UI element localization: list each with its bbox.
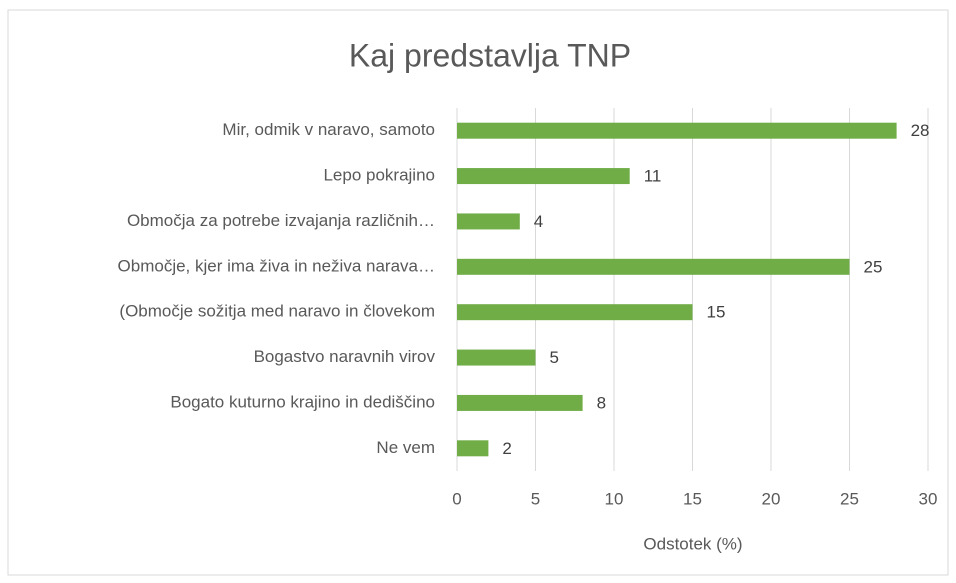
bar [457, 168, 630, 185]
bar [457, 440, 489, 457]
x-tick-label: 0 [452, 489, 461, 508]
chart-title: Kaj predstavlja TNP [349, 37, 631, 73]
y-tick-label: Lepo pokrajino [323, 166, 435, 185]
x-tick-label: 20 [762, 489, 781, 508]
x-tick-label: 5 [531, 489, 540, 508]
bar [457, 213, 520, 230]
x-axis-label: Odstotek (%) [643, 534, 742, 553]
data-label: 4 [534, 212, 543, 231]
x-tick-label: 15 [683, 489, 702, 508]
x-tick-label: 25 [840, 489, 859, 508]
bar [457, 394, 583, 411]
bar [457, 304, 693, 321]
data-label: 5 [550, 348, 559, 367]
chart-frame [7, 9, 949, 576]
x-tick-label: 30 [919, 489, 938, 508]
bar [457, 349, 536, 366]
y-tick-label: Bogato kuturno krajino in dediščino [170, 392, 435, 411]
data-label: 2 [502, 439, 511, 458]
bar [457, 258, 850, 275]
y-tick-label: Mir, odmik v naravo, samoto [222, 120, 435, 139]
x-tick-label: 10 [605, 489, 624, 508]
y-tick-label: Bogastvo naravnih virov [254, 347, 436, 366]
y-tick-label: Območje, kjer ima živa in neživa narava… [118, 256, 435, 275]
data-label: 8 [597, 393, 606, 412]
y-tick-label: (Območje sožitja med naravo in človekom [119, 302, 435, 321]
y-tick-label: Ne vem [376, 438, 435, 457]
data-label: 15 [707, 303, 726, 322]
data-label: 11 [644, 167, 662, 186]
y-tick-label: Območja za potrebe izvajanja različnih… [127, 211, 435, 230]
data-label: 25 [864, 257, 883, 276]
bar [457, 122, 897, 139]
data-label: 28 [911, 121, 930, 140]
